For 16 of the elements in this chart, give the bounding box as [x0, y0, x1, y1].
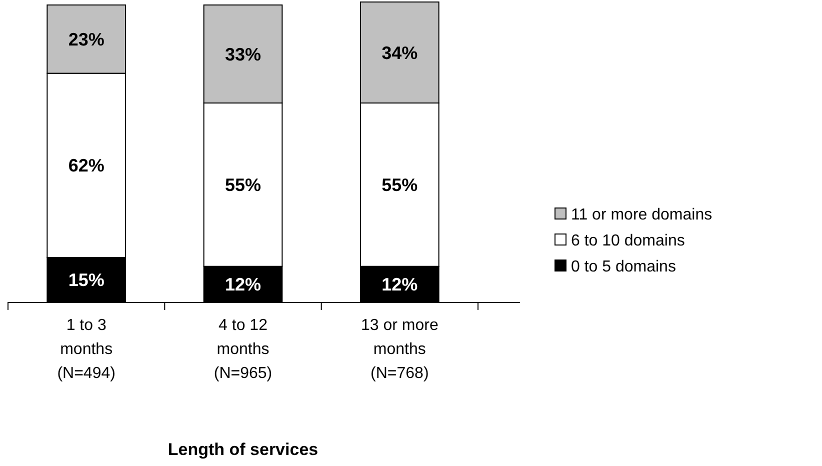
data-label: 23% — [68, 29, 104, 50]
legend-label: 11 or more domains — [571, 206, 712, 224]
data-label: 55% — [382, 174, 418, 195]
x-tick-label: 4 to 12 months (N=965) — [214, 317, 272, 382]
data-label: 15% — [68, 270, 104, 290]
data-label: 55% — [224, 174, 262, 195]
data-label: 33% — [224, 44, 262, 64]
x-tick-label: 13 or more months (N=768) — [360, 317, 438, 382]
data-label: 12% — [224, 274, 262, 294]
data-label: 12% — [382, 274, 418, 294]
x-axis-title: Length of services — [168, 440, 318, 459]
data-label: 62% — [68, 156, 104, 176]
x-tick-label: 1 to 3 months (N=494) — [57, 317, 116, 382]
data-label: 34% — [382, 42, 418, 63]
legend-label: 6 to 10 domains — [571, 232, 685, 250]
legend-label: 0 to 5 domains — [571, 258, 676, 276]
